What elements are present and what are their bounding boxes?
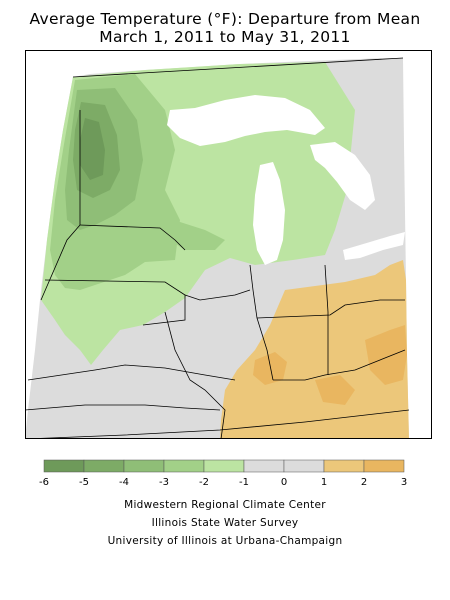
legend-tick-label: -5 [79, 477, 89, 488]
region-warm-2a [365, 325, 407, 385]
legend-swatch [163, 459, 205, 473]
map-frame [25, 50, 432, 439]
map-subtitle: March 1, 2011 to May 31, 2011 [99, 28, 351, 46]
legend-tick-label: -4 [119, 477, 129, 488]
region-cool-2b [155, 222, 225, 250]
lake-erie [343, 232, 405, 260]
credit-line-3: University of Illinois at Urbana-Champai… [107, 535, 343, 547]
region-warm-2b [253, 352, 287, 385]
legend-swatch [83, 459, 125, 473]
region-warm-2c [315, 375, 355, 405]
temperature-departure-map [25, 50, 432, 439]
legend-tick-label: -3 [159, 477, 169, 488]
legend-swatch [243, 459, 285, 473]
legend-tick-label: 2 [361, 477, 367, 488]
legend-tick-label: 1 [321, 477, 327, 488]
map-title: Average Temperature (°F): Departure from… [29, 10, 421, 28]
lake-superior [167, 95, 325, 146]
legend-swatch [203, 459, 245, 473]
credit-line-1: Midwestern Regional Climate Center [124, 499, 326, 511]
legend-tick-label: -2 [199, 477, 209, 488]
state-borders [25, 57, 410, 439]
legend-swatch [363, 459, 405, 473]
legend-tick-label: 3 [401, 477, 407, 488]
legend-swatch [323, 459, 365, 473]
legend-tick-label: -1 [239, 477, 249, 488]
color-legend: -6 -5 -4 -3 -2 -1 0 1 2 3 [39, 459, 407, 488]
lake-huron [310, 142, 375, 210]
region-cool-5 [80, 118, 105, 180]
lake-michigan [253, 162, 285, 265]
legend-tick-label: -6 [39, 477, 49, 488]
legend-tick-label: 0 [281, 477, 287, 488]
legend-swatch [283, 459, 325, 473]
region-warm-1 [220, 260, 409, 439]
legend-swatch [43, 459, 85, 473]
credit-line-2: Illinois State Water Survey [151, 517, 299, 529]
legend-swatch [123, 459, 165, 473]
